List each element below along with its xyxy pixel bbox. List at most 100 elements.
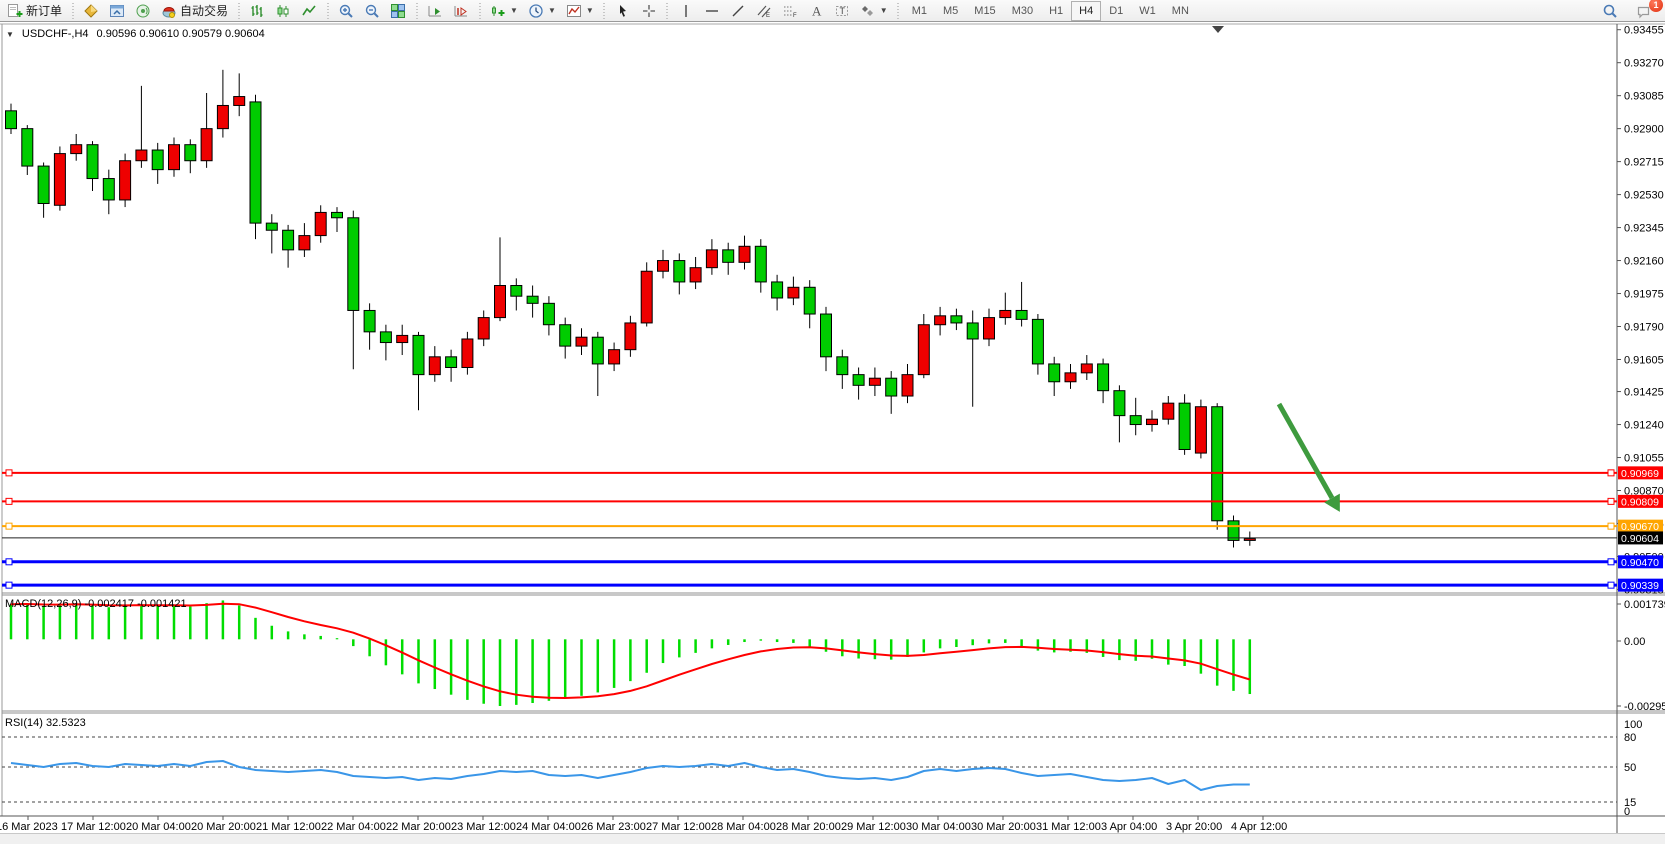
current-bid-line-price-text: 0.90604 [1621, 533, 1659, 545]
signals-button[interactable] [130, 2, 156, 20]
fibonacci-button[interactable]: F [777, 2, 803, 20]
chart-area: 0.93455 0.93270 0.93085 0.92900 0.92715 0.925… [0, 23, 1665, 844]
resistance-line-1-handle[interactable] [5, 469, 13, 477]
terminal-button[interactable] [104, 2, 130, 20]
horizontal-line-button[interactable] [699, 2, 725, 20]
candle-up [1064, 372, 1077, 383]
support-line-blue-2-handle[interactable] [5, 581, 13, 589]
autotrading-icon [162, 6, 176, 18]
bar-chart-button[interactable] [244, 2, 270, 20]
support-line-blue-1-handle[interactable] [5, 558, 13, 566]
support-line-blue-1-handle[interactable] [1607, 558, 1615, 566]
time-axis[interactable]: 16 Mar 2023 17 Mar 12:00 20 Mar 04:00 20 Ma… [0, 816, 1287, 833]
label-button[interactable]: T [829, 2, 855, 20]
zoom-in-button[interactable] [333, 2, 359, 20]
notifications-button[interactable]: 1 [1631, 0, 1663, 20]
notification-badge: 1 [1649, 0, 1663, 12]
line-chart-button[interactable] [296, 2, 322, 20]
vertical-line-button[interactable] [673, 2, 699, 20]
price-tick-label: 0.91605 [1624, 354, 1664, 366]
candle-down [249, 101, 262, 224]
candle-up [787, 286, 800, 299]
candle-up [1162, 402, 1175, 420]
chevron-down-icon: ▼ [879, 6, 888, 15]
timeframe-mn-button[interactable]: MN [1171, 4, 1189, 17]
candles-group [5, 69, 1256, 548]
chart-shift-button[interactable] [448, 2, 474, 20]
candle-up [1146, 418, 1158, 426]
resistance-line-1-price-text: 0.90969 [1621, 468, 1659, 480]
candle-down [331, 211, 343, 219]
candle-down [265, 222, 278, 231]
candle-down [151, 149, 164, 171]
svg-text:F: F [793, 13, 797, 19]
macd-tick-label: 0.00 [1624, 636, 1645, 648]
timeframe-h1-button[interactable]: H1 [1049, 4, 1064, 17]
new-order-button[interactable]: 新订单 [2, 2, 67, 20]
candle-down [722, 249, 735, 263]
label-icon: T [835, 5, 848, 16]
support-line-orange-handle[interactable] [5, 522, 13, 530]
profiles-button[interactable] [78, 2, 104, 20]
timeframe-w1-button[interactable]: W1 [1139, 4, 1156, 17]
candle-down [966, 322, 979, 340]
time-tick-label: 20 Mar 04:00 [126, 821, 191, 833]
time-tick-label: 4 Apr 12:00 [1231, 821, 1287, 833]
candle-down [1227, 520, 1240, 541]
candle-down [5, 110, 17, 130]
resistance-line-1-handle[interactable] [1607, 469, 1615, 477]
chart-background [0, 23, 1665, 844]
chevron-down-icon[interactable]: ▼ [6, 29, 14, 39]
periods-button[interactable]: ▼ [523, 2, 561, 20]
cursor-button[interactable] [610, 2, 636, 20]
toolbar-separator [325, 2, 331, 19]
resistance-line-2-price-label [1618, 494, 1663, 508]
svg-text:A: A [812, 3, 822, 18]
templates-button[interactable]: ▼ [561, 2, 599, 20]
search-button[interactable] [1597, 2, 1623, 20]
timeframe-m5-button[interactable]: M5 [943, 4, 959, 17]
crosshair-button[interactable] [636, 2, 662, 20]
candle-down [510, 285, 523, 297]
new-chart-button[interactable]: ▼ [485, 2, 523, 20]
candle-up [119, 160, 132, 201]
support-line-blue-2-handle[interactable] [1607, 581, 1615, 589]
candle-down [1015, 309, 1028, 320]
auto-scroll-button[interactable] [422, 2, 448, 20]
autotrading-button[interactable]: 自动交易 [156, 2, 233, 20]
zoom-out-button[interactable] [359, 2, 385, 20]
search-icon [1603, 4, 1617, 18]
resistance-line-2-handle[interactable] [5, 497, 13, 505]
timeframe-h4-button[interactable]: H4 [1071, 0, 1102, 21]
channel-button[interactable]: E [751, 2, 777, 20]
support-line-blue-1-price-text: 0.90470 [1621, 557, 1659, 569]
time-tick-label: 3 Apr 04:00 [1101, 821, 1157, 833]
toolbar-group-trading: 新订单 [2, 0, 67, 22]
new-chart-icon [492, 5, 505, 16]
timeframe-m15-button[interactable]: M15 [974, 4, 996, 17]
trend-arrow-head[interactable] [1324, 493, 1340, 512]
candle-chart-button[interactable] [270, 2, 296, 20]
time-tick-label: 28 Mar 20:00 [776, 821, 841, 833]
candle-down [379, 331, 392, 344]
candle-down [347, 217, 360, 311]
candle-up [1194, 406, 1207, 454]
chart-shift-marker[interactable] [1212, 26, 1224, 33]
candle-up [168, 144, 180, 171]
signals-icon [136, 4, 150, 17]
trend-arrow-shaft[interactable] [1276, 402, 1335, 500]
trendline-button[interactable] [725, 2, 751, 20]
resistance-line-2-handle[interactable] [1607, 497, 1615, 505]
arrows-button[interactable]: ▼ [855, 2, 893, 20]
terminal-icon [110, 4, 125, 17]
text-button[interactable]: A [803, 2, 829, 20]
tile-windows-button[interactable] [385, 2, 411, 20]
current-bid-line-price-label [1618, 531, 1663, 545]
timeframe-m1-button[interactable]: M1 [911, 4, 927, 17]
time-tick-label: 31 Mar 12:00 [1036, 821, 1101, 833]
timeframe-d1-button[interactable]: D1 [1109, 4, 1124, 17]
support-line-orange-handle[interactable] [1607, 522, 1615, 530]
toolbar-group-windows: 自动交易 [78, 0, 233, 22]
timeframe-m30-button[interactable]: M30 [1011, 4, 1034, 17]
